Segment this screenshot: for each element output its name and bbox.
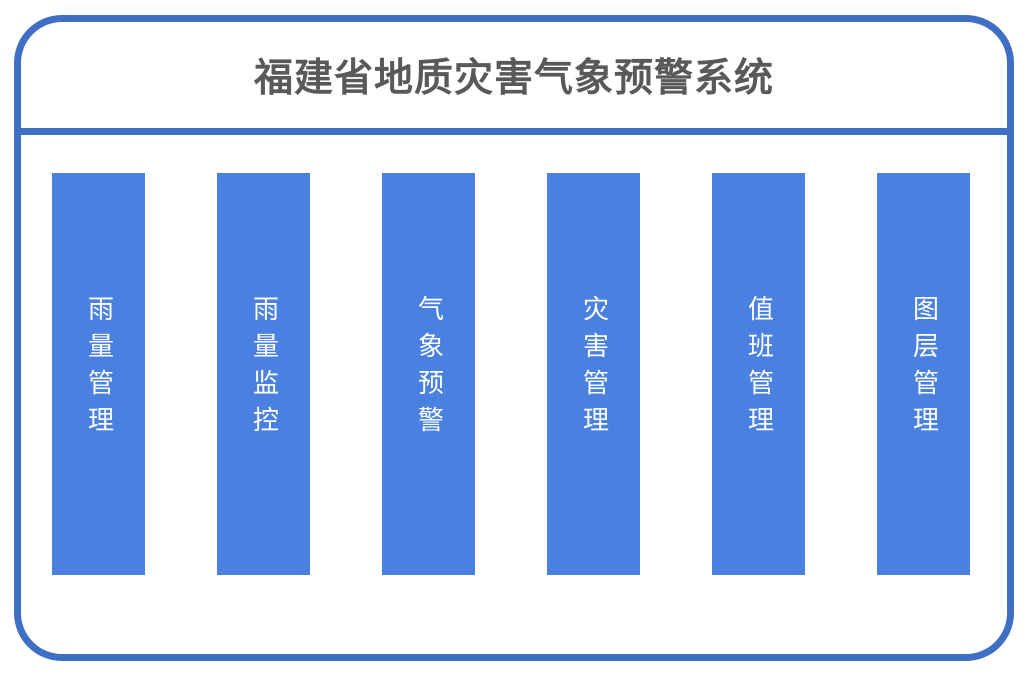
header: 福建省地质灾害气象预警系统: [21, 22, 1007, 135]
menu-item-label: 雨量管理: [84, 294, 114, 443]
menu-item-label: 值班管理: [744, 294, 774, 443]
menu-item-layer-management[interactable]: 图层管理: [877, 173, 970, 575]
menu-item-disaster-management[interactable]: 灾害管理: [547, 173, 640, 575]
page-title: 福建省地质灾害气象预警系统: [253, 57, 774, 100]
module-menu: 雨量管理 雨量监控 气象预警 灾害管理 值班管理 图层管理: [21, 135, 1007, 575]
menu-item-rainfall-monitoring[interactable]: 雨量监控: [217, 173, 310, 575]
menu-item-rainfall-management[interactable]: 雨量管理: [52, 173, 145, 575]
menu-item-label: 气象预警: [414, 294, 444, 443]
menu-item-label: 雨量监控: [249, 294, 279, 443]
menu-item-label: 灾害管理: [579, 294, 609, 443]
system-frame: 福建省地质灾害气象预警系统 雨量管理 雨量监控 气象预警 灾害管理 值班管理 图…: [14, 15, 1014, 661]
menu-item-label: 图层管理: [909, 294, 939, 443]
menu-item-weather-warning[interactable]: 气象预警: [382, 173, 475, 575]
menu-item-duty-management[interactable]: 值班管理: [712, 173, 805, 575]
